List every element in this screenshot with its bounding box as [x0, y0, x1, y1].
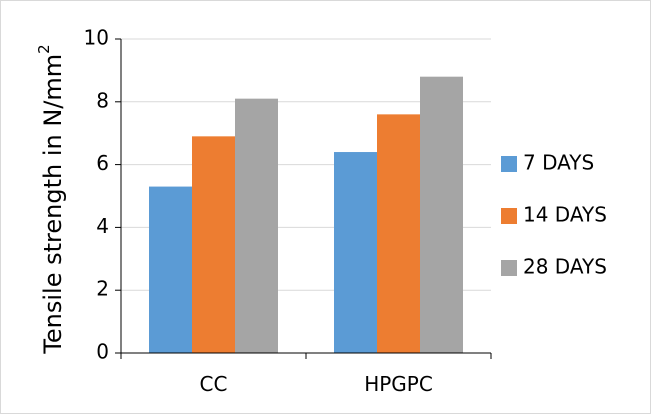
legend-swatch-28-days	[501, 260, 517, 276]
y-axis-title: Tensile strength in N/mm2	[35, 44, 68, 354]
legend-swatch-14-days	[501, 208, 517, 224]
bar-cc-14-days	[192, 136, 235, 353]
y-tick-label-4: 4	[96, 214, 109, 238]
y-tick-label-2: 2	[96, 277, 109, 301]
y-axis-title-superscript: 2	[35, 44, 53, 54]
y-tick-label-10: 10	[84, 26, 109, 50]
legend-swatch-7-days	[501, 156, 517, 172]
legend-label-7-days: 7 DAYS	[523, 151, 594, 175]
y-tick-label-6: 6	[96, 151, 109, 175]
bar-hpgpc-14-days	[377, 114, 420, 353]
x-category-label-cc: CC	[200, 372, 228, 396]
legend-label-14-days: 14 DAYS	[523, 203, 607, 227]
x-category-label-hpgpc: HPGPC	[364, 372, 433, 396]
y-tick-label-0: 0	[96, 340, 109, 364]
bar-hpgpc-28-days	[420, 76, 463, 354]
legend-label-28-days: 28 DAYS	[523, 255, 607, 279]
bar-cc-7-days	[149, 186, 192, 353]
bar-cc-28-days	[235, 98, 278, 353]
y-tick-label-8: 8	[96, 88, 109, 112]
y-axis-title-text: Tensile strength in N/mm	[39, 54, 67, 355]
bar-hpgpc-7-days	[334, 152, 377, 353]
